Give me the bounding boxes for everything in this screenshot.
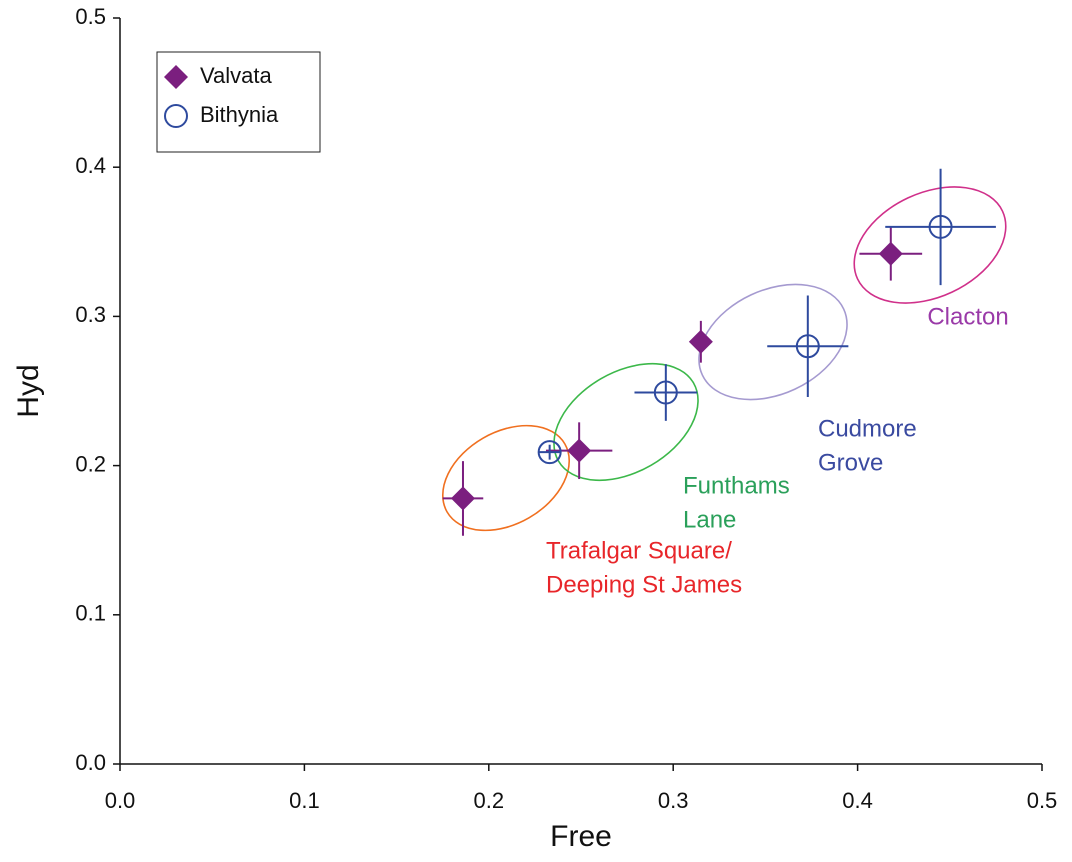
x-tick-label: 0.0: [105, 788, 136, 813]
group-ellipses: [441, 186, 1007, 532]
group-label: Cudmore: [818, 415, 917, 442]
point: [450, 486, 475, 511]
y-tick-label: 0.0: [75, 750, 106, 775]
group-ellipse: [698, 283, 848, 401]
group-label: Deeping St James: [546, 571, 742, 598]
point: [688, 329, 713, 354]
x-tick-label: 0.5: [1027, 788, 1058, 813]
y-axis-title: Hyd: [12, 364, 45, 417]
x-axis-title: Free: [550, 820, 612, 853]
x-tick-label: 0.4: [842, 788, 873, 813]
group-ellipse: [853, 186, 1007, 304]
group-label: Trafalgar Square/: [546, 537, 732, 564]
y-tick-label: 0.5: [75, 4, 106, 29]
group-label: Lane: [683, 506, 736, 533]
point: [795, 334, 820, 359]
legend-marker: [164, 104, 188, 128]
point: [567, 438, 592, 463]
group-ellipse: [553, 362, 699, 482]
legend-box: [156, 51, 321, 153]
y-tick-label: 0.1: [75, 601, 106, 626]
y-tick-label: 0.3: [75, 302, 106, 327]
group-label: Grove: [818, 449, 883, 476]
y-tick-label: 0.4: [75, 153, 106, 178]
y-tick-label: 0.2: [75, 451, 106, 476]
legend-label: Valvata: [200, 63, 273, 88]
x-tick-label: 0.3: [658, 788, 689, 813]
legend-label: Bithynia: [200, 102, 279, 127]
group-label: Clacton: [927, 303, 1008, 330]
x-tick-label: 0.1: [289, 788, 320, 813]
legend-marker: [164, 65, 188, 89]
group-ellipse: [441, 424, 571, 532]
group-label: Funthams: [683, 472, 790, 499]
point: [928, 214, 953, 239]
point: [653, 380, 678, 405]
point: [878, 241, 903, 266]
x-tick-label: 0.2: [474, 788, 505, 813]
point: [537, 440, 562, 465]
